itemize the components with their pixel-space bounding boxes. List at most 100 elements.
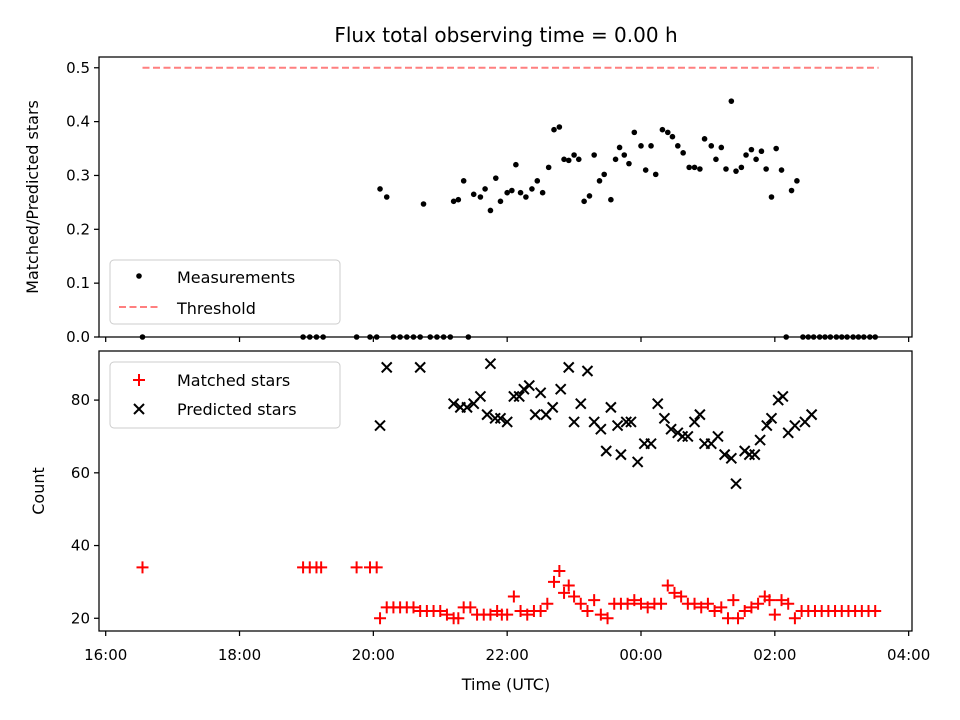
measurement-point	[758, 148, 765, 155]
measurement-point	[581, 198, 587, 205]
matched-star-point	[507, 590, 520, 603]
predicted-star-point	[513, 390, 525, 403]
measurement-point	[556, 124, 563, 130]
measurement-point	[300, 334, 306, 340]
measurement-point	[827, 334, 834, 340]
y-tick-label: 0.2	[66, 220, 90, 238]
matched-star-point	[588, 594, 601, 607]
measurement-point	[743, 152, 749, 158]
predicted-star-point	[777, 390, 789, 403]
matched-star-point	[675, 590, 688, 603]
predicted-star-point	[625, 416, 637, 428]
measurement-point	[616, 144, 623, 151]
predicted-star-point	[665, 423, 677, 435]
measurement-point	[800, 334, 806, 340]
y-tick-label: 40	[71, 537, 90, 555]
measurement-point	[621, 152, 628, 158]
measurement-point	[529, 186, 535, 192]
measurement-point	[788, 187, 795, 194]
predicted-star-point	[761, 419, 773, 432]
measurement-point	[638, 143, 644, 149]
matched-star-point	[541, 597, 554, 610]
matched-star-point	[521, 608, 534, 621]
measurement-point	[565, 157, 572, 164]
matched-star-point	[688, 597, 701, 610]
predicted-star-point	[546, 401, 559, 414]
y-tick-label: 80	[71, 391, 90, 409]
y-tick-label: 0.0	[66, 328, 90, 346]
matched-star-point	[745, 601, 758, 614]
matched-star-point	[661, 579, 674, 592]
matched-star-point	[574, 597, 587, 610]
predicted-star-point	[725, 452, 738, 464]
measurement-point	[534, 178, 541, 184]
predicted-star-point	[730, 478, 742, 490]
measurement-point	[872, 334, 878, 340]
measurement-point	[794, 178, 800, 184]
predicted-star-point	[718, 448, 731, 461]
matched-star-point	[752, 597, 765, 610]
legend-predicted-marker	[133, 403, 145, 415]
measurement-point	[404, 334, 410, 340]
predicted-star-point	[568, 416, 580, 428]
x-axis-label: Time (UTC)	[461, 675, 550, 694]
matched-star-point	[621, 597, 634, 610]
matched-star-point	[738, 605, 751, 617]
predicted-star-point	[805, 408, 818, 421]
matched-star-point	[869, 605, 882, 617]
bottom-panel-frame	[98, 350, 913, 632]
matched-star-point	[775, 594, 788, 607]
measurement-point	[470, 191, 477, 198]
measurement-point	[733, 168, 739, 174]
x-tick-label: 18:00	[218, 646, 261, 664]
measurement-point	[561, 156, 567, 163]
measurement-point	[738, 164, 745, 171]
predicted-star-point	[518, 383, 530, 395]
measurement-point	[680, 150, 686, 156]
measurement-point	[575, 156, 582, 163]
measurement-point	[571, 152, 577, 158]
measurement-point	[642, 167, 649, 173]
chart-title: Flux total observing time = 0.00 h	[334, 23, 677, 47]
measurement-point	[783, 334, 790, 340]
measurement-point	[697, 166, 703, 172]
predicted-star-point	[501, 416, 513, 428]
bottom-legend-box	[109, 361, 341, 429]
measurement-point	[810, 334, 817, 340]
matched-star-point	[484, 608, 497, 621]
predicted-star-point	[484, 358, 497, 370]
predicted-star-point	[615, 448, 627, 461]
measurement-point	[805, 334, 812, 340]
x-tick-label: 04:00	[887, 646, 930, 664]
measurement-point	[460, 178, 467, 184]
measurement-point	[497, 198, 504, 205]
matched-star-point	[635, 597, 647, 610]
matched-star-point	[514, 605, 527, 617]
legend-measurements-label: Measurements	[177, 268, 295, 287]
predicted-star-point	[414, 361, 426, 374]
measurement-point	[513, 161, 519, 168]
matched-star-point	[548, 575, 561, 588]
predicted-star-point	[688, 416, 701, 428]
measurement-point	[718, 144, 725, 151]
measurements-series	[139, 98, 878, 340]
measurement-point	[601, 171, 607, 178]
matched-star-point	[708, 605, 721, 617]
measurement-point	[420, 201, 427, 207]
matched-star-point	[628, 594, 641, 607]
measurement-point	[591, 152, 597, 158]
measurement-point	[447, 334, 454, 340]
measurement-point	[691, 164, 698, 171]
matched-star-point	[562, 579, 575, 592]
matched-stars-series	[136, 561, 882, 625]
legend-threshold-label: Threshold	[176, 299, 256, 318]
measurement-point	[492, 175, 499, 181]
x-tick-label: 00:00	[619, 646, 662, 664]
predicted-star-point	[605, 401, 617, 414]
predicted-star-point	[563, 361, 575, 374]
matched-star-point	[501, 608, 514, 621]
measurement-point	[482, 186, 488, 192]
measurement-point	[669, 133, 676, 140]
measurement-point	[612, 156, 619, 163]
predicted-star-point	[600, 445, 612, 457]
